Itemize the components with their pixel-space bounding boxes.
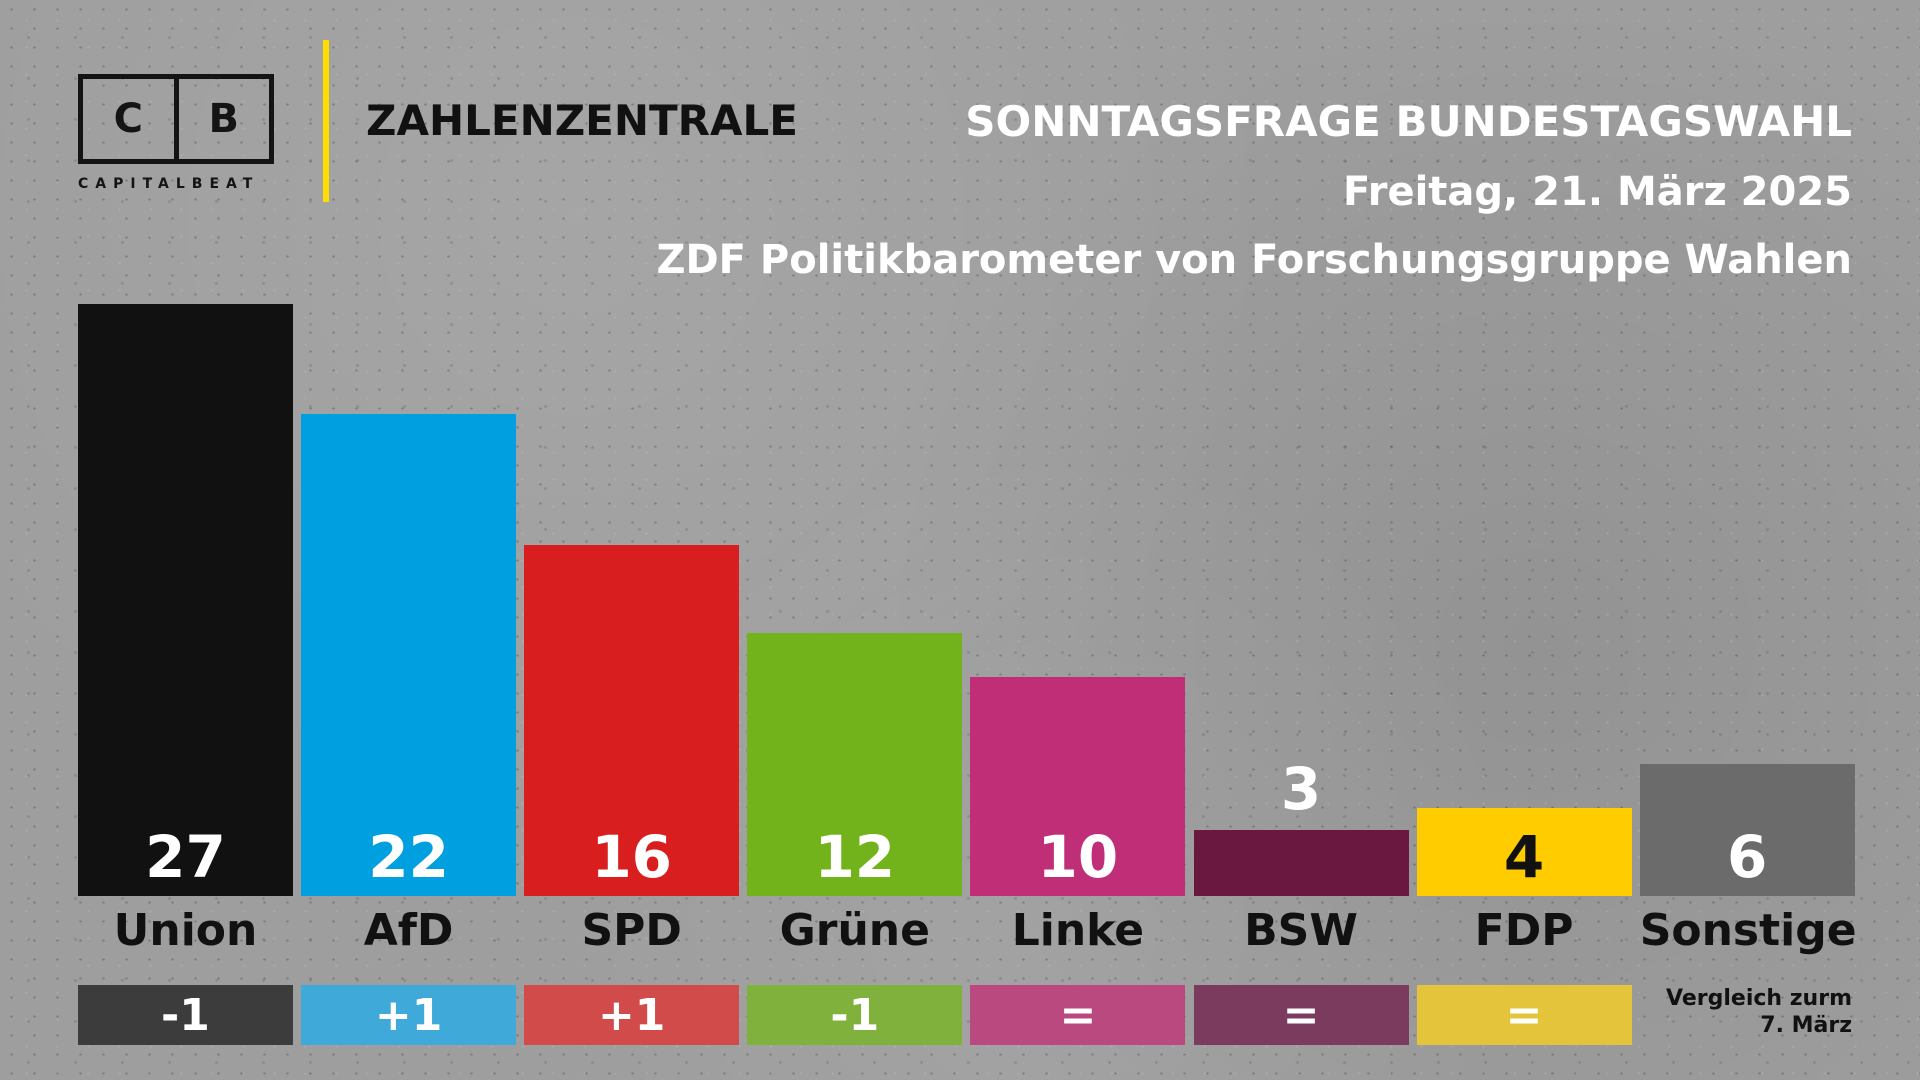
bar-value-union: 27 bbox=[145, 823, 226, 891]
capitalbeat-logo: C B CAPITALBEAT bbox=[78, 74, 280, 192]
bar-spd bbox=[524, 545, 740, 896]
chart-date: Freitag, 21. März 2025 bbox=[1342, 169, 1852, 215]
change-badge-gr-ne: -1 bbox=[747, 985, 963, 1045]
logo-wordmark: CAPITALBEAT bbox=[78, 176, 260, 192]
bar-union bbox=[78, 304, 293, 896]
change-badge-union: -1 bbox=[78, 985, 293, 1045]
bar-value-afd: 22 bbox=[368, 823, 449, 891]
change-badge-bsw: = bbox=[1193, 985, 1409, 1045]
bar-linke bbox=[970, 676, 1186, 896]
logo-letter-b: B bbox=[173, 79, 270, 159]
logo-letter-c: C bbox=[113, 96, 143, 142]
bar-value-linke: 10 bbox=[1037, 823, 1119, 891]
comparison-note-line2: 7. März bbox=[1760, 1013, 1852, 1038]
category-label-spd: SPD bbox=[581, 905, 682, 956]
bar-value-spd: 16 bbox=[591, 823, 673, 891]
category-label-linke: Linke bbox=[1011, 905, 1145, 956]
chart-header: SONNTAGSFRAGE BUNDESTAGSWAHL Freitag, 21… bbox=[656, 96, 1852, 284]
chart-source: ZDF Politikbarometer von Forschungsgrupp… bbox=[656, 237, 1852, 283]
category-label-union: Union bbox=[113, 905, 258, 956]
category-label-fdp: FDP bbox=[1474, 905, 1574, 956]
bar-value-gr-ne: 12 bbox=[814, 823, 896, 891]
brand-name: ZAHLENZENTRALE bbox=[366, 96, 798, 145]
bar-sonstige bbox=[1639, 764, 1855, 896]
logo-box: C B bbox=[78, 74, 274, 164]
chart-title: SONNTAGSFRAGE BUNDESTAGSWAHL bbox=[965, 97, 1852, 146]
bar-value-fdp: 4 bbox=[1503, 823, 1545, 891]
bar-value-sonstige: 6 bbox=[1727, 823, 1768, 891]
bar-afd bbox=[301, 413, 517, 896]
brand-divider bbox=[323, 40, 329, 202]
comparison-note-line1: Vergleich zurm bbox=[1666, 986, 1852, 1011]
comparison-note: Vergleich zurm 7. März bbox=[1666, 985, 1852, 1039]
category-label-sonstige: Sonstige bbox=[1639, 905, 1857, 956]
bar-gr-ne bbox=[747, 632, 963, 896]
change-badge-linke: = bbox=[970, 985, 1186, 1045]
category-label-gr-ne: Grüne bbox=[779, 905, 930, 956]
change-badge-fdp: = bbox=[1416, 985, 1632, 1045]
category-label-afd: AfD bbox=[363, 905, 454, 956]
bar-fdp bbox=[1416, 808, 1632, 896]
bar-bsw bbox=[1193, 830, 1409, 896]
change-badge-afd: +1 bbox=[301, 985, 517, 1045]
category-label-bsw: BSW bbox=[1244, 905, 1358, 956]
change-badge-spd: +1 bbox=[524, 985, 740, 1045]
bar-value-bsw: 3 bbox=[1280, 755, 1322, 824]
